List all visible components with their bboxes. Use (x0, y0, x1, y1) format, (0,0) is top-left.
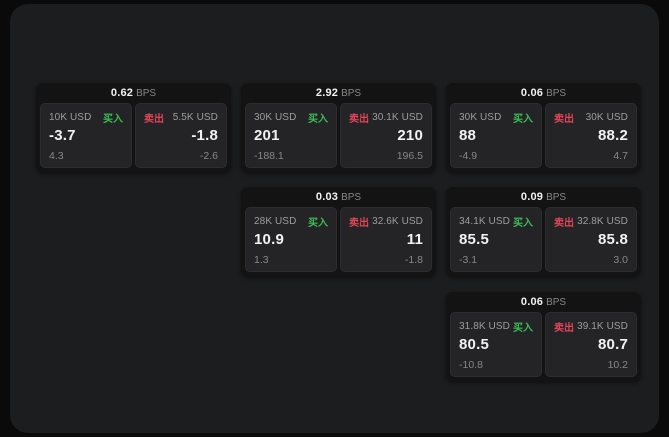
bps-unit-label: BPS (546, 87, 567, 99)
buy-quote-tile[interactable]: 30K USD 买入 88 -4.9 (450, 103, 542, 168)
sell-delta: -1.8 (404, 254, 423, 266)
buy-size-label: 31.8K USD (459, 321, 510, 332)
sell-delta: -2.6 (199, 150, 218, 162)
buy-side-label: 买入 (513, 114, 533, 125)
bps-unit-label: BPS (546, 296, 567, 308)
sell-side-label: 卖出 (144, 114, 164, 125)
bps-header: 0.09 BPS (446, 187, 641, 207)
buy-delta: 4.3 (49, 150, 64, 162)
bps-value: 0.03 (315, 191, 339, 203)
bps-header: 0.62 BPS (36, 83, 231, 103)
quote-card: 0.09 BPS 34.1K USD 买入 85.5 -3.1 卖出 32.8K… (446, 187, 641, 276)
buy-side-label: 买入 (103, 114, 123, 125)
buy-delta: 1.3 (254, 254, 269, 266)
quote-card: 0.62 BPS 10K USD 买入 -3.7 4.3 卖出 5.5K USD… (36, 83, 231, 172)
quote-card-body: 34.1K USD 买入 85.5 -3.1 卖出 32.8K USD 85.8… (446, 207, 641, 276)
buy-quote-tile[interactable]: 30K USD 买入 201 -188.1 (245, 103, 337, 168)
buy-size-label: 28K USD (254, 216, 297, 227)
buy-side-label: 买入 (308, 218, 328, 229)
sell-side-label: 卖出 (554, 114, 574, 125)
bps-unit-label: BPS (136, 87, 157, 99)
buy-size-label: 10K USD (49, 112, 92, 123)
bps-value: 0.09 (520, 191, 544, 203)
quote-card: 0.03 BPS 28K USD 买入 10.9 1.3 卖出 32.6K US… (241, 187, 436, 276)
sell-quote-tile[interactable]: 卖出 32.8K USD 85.8 3.0 (545, 207, 637, 272)
buy-quote-tile[interactable]: 31.8K USD 买入 80.5 -10.8 (450, 312, 542, 377)
quote-card-body: 31.8K USD 买入 80.5 -10.8 卖出 39.1K USD 80.… (446, 312, 641, 381)
buy-price: 80.5 (459, 336, 489, 353)
sell-quote-tile[interactable]: 卖出 32.6K USD 11 -1.8 (340, 207, 432, 272)
buy-price: 85.5 (459, 231, 489, 248)
sell-price: 85.8 (598, 231, 628, 248)
sell-side-label: 卖出 (554, 218, 574, 229)
sell-size-label: 32.8K USD (577, 216, 628, 227)
sell-price: 88.2 (598, 127, 628, 144)
buy-price: -3.7 (49, 127, 76, 144)
sell-delta: 4.7 (613, 150, 628, 162)
sell-quote-tile[interactable]: 卖出 5.5K USD -1.8 -2.6 (135, 103, 227, 168)
sell-quote-tile[interactable]: 卖出 30.1K USD 210 196.5 (340, 103, 432, 168)
buy-price: 10.9 (254, 231, 284, 248)
buy-delta: -4.9 (459, 150, 478, 162)
buy-price: 201 (254, 127, 280, 144)
bps-value: 0.06 (520, 296, 544, 308)
buy-side-label: 买入 (308, 114, 328, 125)
buy-delta: -3.1 (459, 254, 478, 266)
sell-price: -1.8 (191, 127, 218, 144)
bps-value: 0.06 (520, 87, 544, 99)
buy-size-label: 30K USD (459, 112, 502, 123)
quote-card: 0.06 BPS 31.8K USD 买入 80.5 -10.8 卖出 39.1… (446, 292, 641, 381)
sell-delta: 196.5 (396, 150, 423, 162)
buy-quote-tile[interactable]: 10K USD 买入 -3.7 4.3 (40, 103, 132, 168)
bps-unit-label: BPS (546, 191, 567, 203)
sell-delta: 3.0 (613, 254, 628, 266)
bps-header: 0.06 BPS (446, 292, 641, 312)
bps-unit-label: BPS (341, 191, 362, 203)
buy-size-label: 30K USD (254, 112, 297, 123)
sell-side-label: 卖出 (349, 114, 369, 125)
bps-header: 0.06 BPS (446, 83, 641, 103)
sell-delta: 10.2 (607, 359, 628, 371)
buy-size-label: 34.1K USD (459, 216, 510, 227)
sell-size-label: 30.1K USD (372, 112, 423, 123)
sell-price: 11 (406, 231, 423, 248)
quote-card-body: 30K USD 买入 201 -188.1 卖出 30.1K USD 210 1… (241, 103, 436, 172)
bps-value: 0.62 (110, 87, 134, 99)
sell-quote-tile[interactable]: 卖出 30K USD 88.2 4.7 (545, 103, 637, 168)
buy-quote-tile[interactable]: 34.1K USD 买入 85.5 -3.1 (450, 207, 542, 272)
sell-side-label: 卖出 (349, 218, 369, 229)
buy-price: 88 (459, 127, 477, 144)
bps-value: 2.92 (315, 87, 339, 99)
buy-side-label: 买入 (513, 323, 533, 334)
sell-quote-tile[interactable]: 卖出 39.1K USD 80.7 10.2 (545, 312, 637, 377)
bps-header: 2.92 BPS (241, 83, 436, 103)
app-panel: 0.62 BPS 10K USD 买入 -3.7 4.3 卖出 5.5K USD… (10, 4, 659, 433)
buy-quote-tile[interactable]: 28K USD 买入 10.9 1.3 (245, 207, 337, 272)
sell-size-label: 39.1K USD (577, 321, 628, 332)
buy-side-label: 买入 (513, 218, 533, 229)
buy-delta: -188.1 (254, 150, 284, 162)
sell-size-label: 5.5K USD (172, 112, 218, 123)
quote-card: 0.06 BPS 30K USD 买入 88 -4.9 卖出 30K USD 8… (446, 83, 641, 172)
sell-side-label: 卖出 (554, 323, 574, 334)
sell-size-label: 32.6K USD (372, 216, 423, 227)
bps-header: 0.03 BPS (241, 187, 436, 207)
quote-card-body: 28K USD 买入 10.9 1.3 卖出 32.6K USD 11 -1.8 (241, 207, 436, 276)
quote-card-body: 10K USD 买入 -3.7 4.3 卖出 5.5K USD -1.8 -2.… (36, 103, 231, 172)
quote-card: 2.92 BPS 30K USD 买入 201 -188.1 卖出 30.1K … (241, 83, 436, 172)
sell-price: 210 (397, 127, 423, 144)
sell-size-label: 30K USD (585, 112, 628, 123)
quote-card-body: 30K USD 买入 88 -4.9 卖出 30K USD 88.2 4.7 (446, 103, 641, 172)
sell-price: 80.7 (598, 336, 628, 353)
bps-unit-label: BPS (341, 87, 362, 99)
buy-delta: -10.8 (459, 359, 483, 371)
